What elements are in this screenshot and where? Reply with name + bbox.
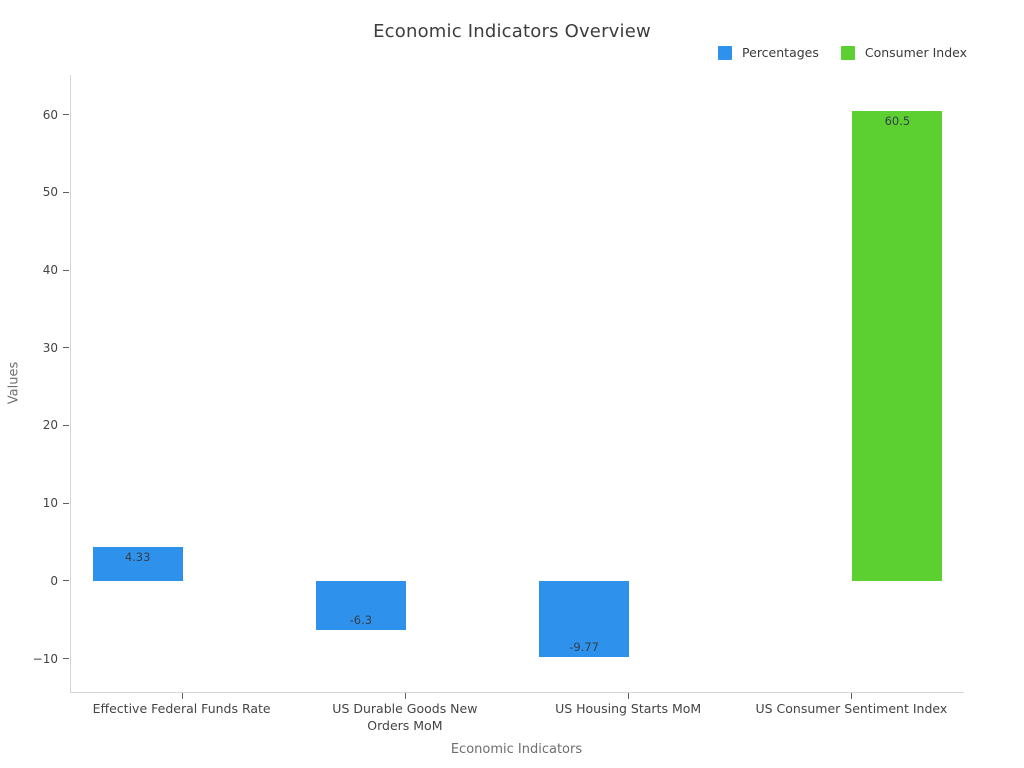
bar-percentages[interactable]: -9.77 <box>539 580 630 657</box>
bar-percentages[interactable]: -6.3 <box>315 580 406 630</box>
x-tick-label: US Durable Goods New Orders MoM <box>332 701 478 733</box>
bar-value-label: -6.3 <box>349 612 373 627</box>
x-tick-label: Effective Federal Funds Rate <box>92 701 271 716</box>
x-tick-mark <box>851 693 853 699</box>
y-tick-mark <box>63 424 69 426</box>
legend-label-consumer-index: Consumer Index <box>864 45 967 60</box>
x-tick-mark <box>628 693 630 699</box>
chart-title: Economic Indicators Overview <box>373 21 651 42</box>
y-tick-mark <box>63 269 69 271</box>
y-tick-label: 10 <box>42 496 58 511</box>
legend-label-percentages: Percentages <box>742 45 819 60</box>
y-tick-label: 20 <box>42 418 58 433</box>
y-tick-label: 60 <box>42 107 58 122</box>
y-tick-label: 30 <box>42 340 58 355</box>
legend-item-percentages[interactable]: Percentages <box>718 45 819 60</box>
bar-percentages[interactable]: 4.33 <box>92 547 183 581</box>
legend-swatch-consumer-index-icon <box>840 45 855 60</box>
x-tick-mark <box>404 693 406 699</box>
y-tick-mark <box>63 502 69 504</box>
legend-swatch-percentages-icon <box>718 45 733 60</box>
y-axis-title: Values <box>6 361 22 405</box>
y-tick-mark <box>63 347 69 349</box>
legend-item-consumer-index[interactable]: Consumer Index <box>840 45 967 60</box>
x-tick-label: US Consumer Sentiment Index <box>755 701 948 716</box>
y-tick-label: 50 <box>42 185 58 200</box>
y-tick-label: 40 <box>42 263 58 278</box>
plot-area: 4.33 -6.3 -9.77 60.5 <box>70 75 964 693</box>
x-tick-label: US Housing Starts MoM <box>555 701 702 716</box>
bar-consumer-index[interactable]: 60.5 <box>852 110 943 581</box>
bar-value-label: -9.77 <box>569 639 599 654</box>
legend: Percentages Consumer Index <box>718 45 967 60</box>
bar-value-label: 60.5 <box>884 113 911 128</box>
x-tick-mark <box>181 693 183 699</box>
y-tick-label: −10 <box>32 651 58 666</box>
y-tick-mark <box>63 114 69 116</box>
x-axis-title: Economic Indicators <box>450 742 583 757</box>
y-tick-label: 0 <box>50 573 58 588</box>
bar-value-label: 4.33 <box>124 550 151 565</box>
y-tick-mark <box>63 658 69 660</box>
y-tick-mark <box>63 580 69 582</box>
y-tick-mark <box>63 191 69 193</box>
